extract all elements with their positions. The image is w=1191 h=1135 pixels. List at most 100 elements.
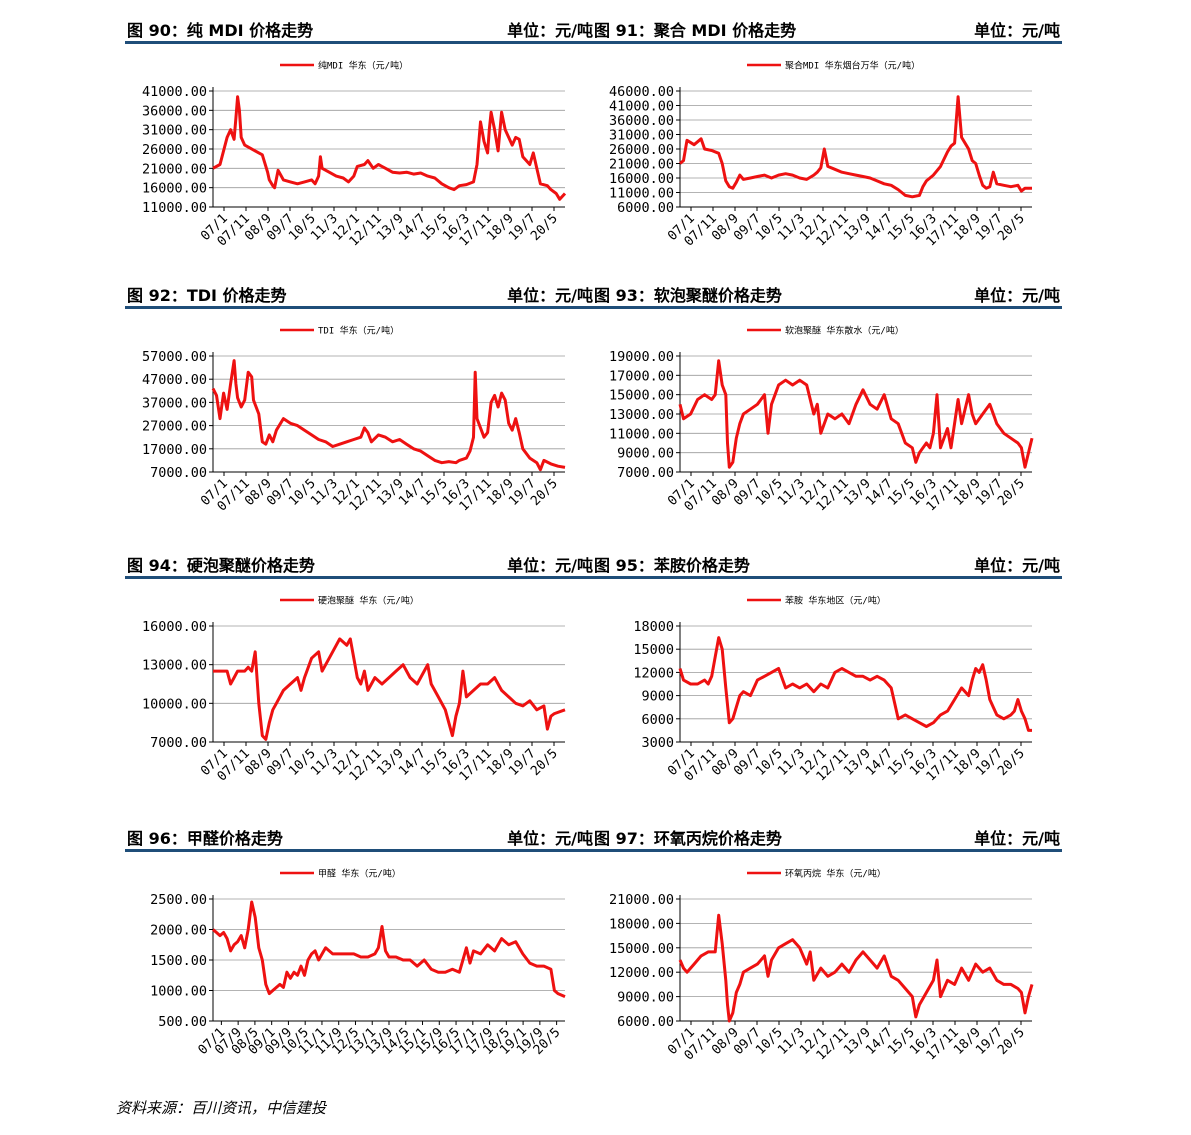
- y-tick-label: 12000.00: [609, 965, 674, 981]
- chart-title: 图 90：纯 MDI 价格走势: [127, 21, 314, 40]
- chart-title: 图 96：甲醛价格走势: [127, 829, 283, 848]
- chart-panel-aniline: 图 95：苯胺价格走势 单位：元/吨 苯胺 华东地区（元/吨） 18000 1500…: [592, 550, 1062, 800]
- legend-label: 软泡聚醚 华东散水（元/吨）: [785, 325, 904, 337]
- chart-panel-propylene-oxide: 图 97：环氧丙烷价格走势 单位：元/吨 环氧丙烷 华东（元/吨） 21000.0…: [592, 823, 1062, 1073]
- y-tick-label: 500.00: [158, 1014, 207, 1030]
- legend-label: 聚合MDI 华东烟台万华（元/吨）: [785, 60, 920, 72]
- y-tick-label: 7000.00: [150, 465, 207, 481]
- series-line: [213, 637, 566, 741]
- y-tick-label: 3000: [641, 735, 674, 751]
- series-line: [678, 636, 1032, 732]
- y-tick-label: 15000.00: [609, 388, 674, 404]
- y-tick-label: 6000: [641, 712, 674, 728]
- y-tick-label: 26000.00: [142, 142, 207, 158]
- chart-title: 图 91：聚合 MDI 价格走势: [594, 21, 797, 40]
- chart-unit: 单位：元/吨: [507, 829, 593, 848]
- chart-unit: 单位：元/吨: [974, 286, 1060, 305]
- legend: 聚合MDI 华东烟台万华（元/吨）: [747, 60, 920, 72]
- chart-unit: 单位：元/吨: [507, 556, 593, 575]
- chart-unit: 单位：元/吨: [974, 829, 1060, 848]
- line-chart: 苯胺 华东地区（元/吨）1800015000120009000600030000…: [633, 595, 1032, 785]
- line-chart: 硬泡聚醚 华东（元/吨） 16000.00 13000.00 10000.00 7000…: [142, 595, 566, 785]
- y-tick-label: 26000.00: [609, 142, 674, 158]
- chart-panel-flexible-polyether: 图 93：软泡聚醚价格走势 单位：元/吨 软泡聚醚 华东散水（元/吨） 19000…: [592, 280, 1062, 530]
- chart-title: 图 92：TDI 价格走势: [127, 286, 287, 305]
- y-tick-label: 37000.00: [142, 395, 207, 411]
- y-tick-label: 36000.00: [142, 103, 207, 119]
- chart-header: 图 96：甲醛价格走势 单位：元/吨: [125, 823, 595, 852]
- y-tick-label: 21000.00: [609, 157, 674, 173]
- legend: 环氧丙烷 华东（元/吨）: [747, 868, 886, 880]
- chart-panel-tdi: 图 92：TDI 价格走势 单位：元/吨 TDI 华东（元/吨） 57000.00…: [125, 280, 595, 530]
- y-tick-label: 1500.00: [150, 953, 207, 969]
- legend: 甲醛 华东（元/吨）: [280, 868, 401, 880]
- y-tick-label: 11000.00: [609, 426, 674, 442]
- y-tick-label: 9000.00: [617, 990, 674, 1006]
- legend-label: 环氧丙烷 华东（元/吨）: [785, 868, 886, 880]
- chart-unit: 单位：元/吨: [974, 21, 1060, 40]
- source-note: 资料来源：百川资讯，中信建投: [116, 1099, 327, 1117]
- chart-header: 图 95：苯胺价格走势 单位：元/吨: [592, 550, 1062, 579]
- y-tick-label: 13000.00: [142, 658, 207, 674]
- chart-title: 图 97：环氧丙烷价格走势: [594, 829, 782, 848]
- chart-header: 图 93：软泡聚醚价格走势 单位：元/吨: [592, 280, 1062, 309]
- chart-panel-formaldehyde: 图 96：甲醛价格走势 单位：元/吨 甲醛 华东（元/吨） 2500.00 2000…: [125, 823, 595, 1073]
- legend-label: 苯胺 华东地区（元/吨）: [785, 595, 886, 607]
- y-tick-label: 15000: [633, 642, 674, 658]
- y-tick-label: 21000.00: [609, 892, 674, 908]
- y-tick-label: 9000.00: [617, 446, 674, 462]
- series-line: [678, 359, 1034, 469]
- y-tick-label: 11000.00: [609, 186, 674, 202]
- chart-title: 图 95：苯胺价格走势: [594, 556, 750, 575]
- y-tick-label: 41000.00: [609, 99, 674, 115]
- legend: 苯胺 华东地区（元/吨）: [747, 595, 886, 607]
- line-chart: 软泡聚醚 华东散水（元/吨） 19000.00 17000.00 15000.00 13…: [609, 325, 1034, 515]
- y-tick-label: 7000.00: [150, 735, 207, 751]
- series-line: [678, 913, 1034, 1023]
- y-tick-label: 12000: [633, 665, 674, 681]
- legend-label: TDI 华东（元/吨）: [318, 325, 399, 337]
- y-tick-label: 9000: [641, 689, 674, 705]
- chart-header: 图 92：TDI 价格走势 单位：元/吨: [125, 280, 595, 309]
- series-line: [212, 95, 567, 201]
- line-chart: TDI 华东（元/吨） 57000.00 47000.00 37000.00 27000…: [142, 325, 566, 515]
- chart-unit: 单位：元/吨: [507, 286, 593, 305]
- y-tick-label: 11000.00: [142, 200, 207, 216]
- legend: 硬泡聚醚 华东（元/吨）: [280, 595, 419, 607]
- y-tick-label: 36000.00: [609, 113, 674, 129]
- chart-panel-polymeric-mdi: 图 91：聚合 MDI 价格走势 单位：元/吨 聚合MDI 华东烟台万华（元/吨…: [592, 15, 1062, 265]
- y-tick-label: 57000.00: [142, 349, 207, 365]
- y-tick-label: 19000.00: [609, 349, 674, 365]
- legend-label: 硬泡聚醚 华东（元/吨）: [318, 595, 419, 607]
- chart-unit: 单位：元/吨: [507, 21, 593, 40]
- y-tick-label: 7000.00: [617, 465, 674, 481]
- y-tick-label: 41000.00: [142, 84, 207, 100]
- y-tick-label: 6000.00: [617, 1014, 674, 1030]
- series-line: [679, 95, 1032, 199]
- y-tick-label: 18000.00: [609, 916, 674, 932]
- y-tick-label: 21000.00: [142, 161, 207, 177]
- series-line: [211, 359, 566, 472]
- y-tick-label: 47000.00: [142, 372, 207, 388]
- chart-header: 图 97：环氧丙烷价格走势 单位：元/吨: [592, 823, 1062, 852]
- y-tick-label: 16000.00: [142, 181, 207, 197]
- line-chart: 聚合MDI 华东烟台万华（元/吨） 46000.0041000.0036000.0…: [609, 60, 1032, 250]
- chart-panel-rigid-polyether: 图 94：硬泡聚醚价格走势 单位：元/吨 硬泡聚醚 华东（元/吨） 16000.0…: [125, 550, 595, 800]
- y-tick-label: 18000: [633, 619, 674, 635]
- line-chart: 甲醛 华东（元/吨） 2500.00 2000.00 1500.00 1000.00 50…: [150, 868, 566, 1058]
- y-tick-label: 10000.00: [142, 696, 207, 712]
- chart-title: 图 94：硬泡聚醚价格走势: [127, 556, 315, 575]
- chart-header: 图 91：聚合 MDI 价格走势 单位：元/吨: [592, 15, 1062, 44]
- legend-label: 甲醛 华东（元/吨）: [318, 868, 401, 880]
- y-tick-label: 46000.00: [609, 84, 674, 100]
- line-chart: 环氧丙烷 华东（元/吨） 21000.00 18000.00 15000.00 1200…: [609, 868, 1034, 1064]
- y-tick-label: 2000.00: [150, 923, 207, 939]
- y-tick-label: 6000.00: [617, 200, 674, 216]
- y-tick-label: 15000.00: [609, 941, 674, 957]
- series-line: [212, 900, 566, 998]
- chart-header: 图 90：纯 MDI 价格走势 单位：元/吨: [125, 15, 595, 44]
- legend: 纯MDI 华东（元/吨）: [280, 60, 408, 72]
- y-tick-label: 1000.00: [150, 984, 207, 1000]
- chart-panel-pure-mdi: 图 90：纯 MDI 价格走势 单位：元/吨 纯MDI 华东（元/吨） 41000…: [125, 15, 595, 265]
- y-tick-label: 27000.00: [142, 419, 207, 435]
